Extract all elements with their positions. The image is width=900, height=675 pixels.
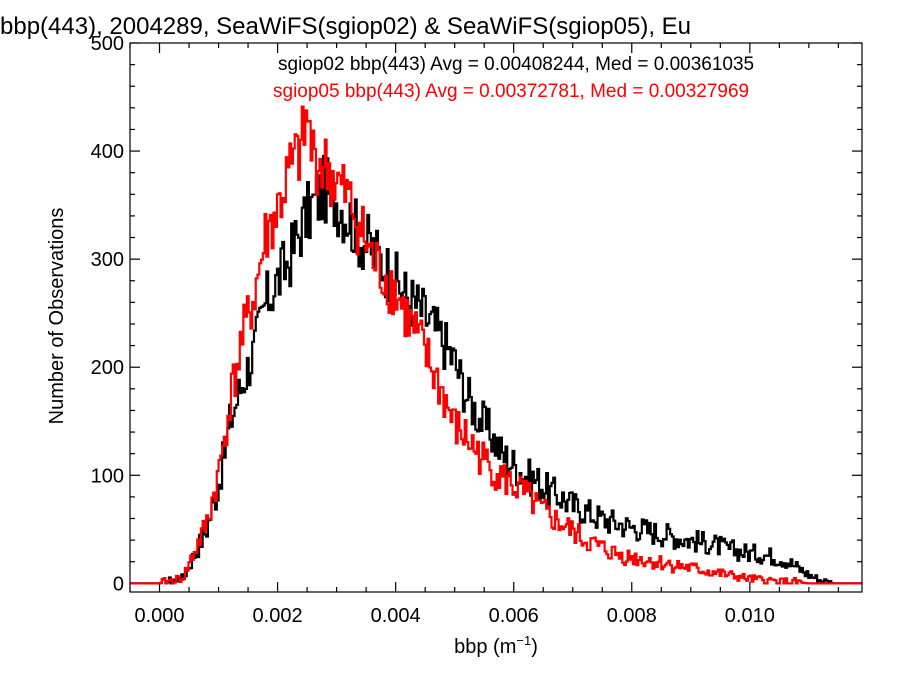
x-tick-label: 0.008 — [607, 605, 657, 627]
legend-entry-sgiop02: sgiop02 bbp(443) Avg = 0.00408244, Med =… — [278, 54, 754, 75]
y-tick-labels: 0 100 200 300 400 500 — [91, 33, 124, 595]
series-sgiop02-line — [130, 154, 862, 585]
axis-ticks — [129, 42, 862, 592]
plot-frame — [129, 42, 863, 593]
x-tick-label: 0.010 — [725, 605, 775, 627]
y-tick-label: 100 — [91, 465, 124, 487]
x-tick-label: 0.004 — [371, 605, 421, 627]
x-axis-label-superscript: −1 — [516, 633, 531, 648]
y-tick-label: 300 — [91, 249, 124, 271]
y-tick-label: 0 — [113, 573, 124, 595]
x-tick-labels: 0.000 0.002 0.004 0.006 0.008 0.010 — [134, 605, 774, 627]
y-tick-label: 200 — [91, 357, 124, 379]
x-axis-label: bbp (m−1) — [454, 633, 538, 658]
y-axis-label: Number of Observations — [46, 208, 68, 425]
legend-entry-sgiop05: sgiop05 bbp(443) Avg = 0.00372781, Med =… — [273, 81, 749, 102]
y-tick-label: 500 — [91, 33, 124, 55]
series-sgiop05-line — [130, 105, 862, 585]
chart-title: bbp(443), 2004289, SeaWiFS(sgiop02) & Se… — [0, 13, 691, 40]
x-tick-label: 0.006 — [489, 605, 539, 627]
x-tick-label: 0.000 — [134, 605, 184, 627]
x-tick-label: 0.002 — [253, 605, 303, 627]
y-tick-label: 400 — [91, 141, 124, 163]
